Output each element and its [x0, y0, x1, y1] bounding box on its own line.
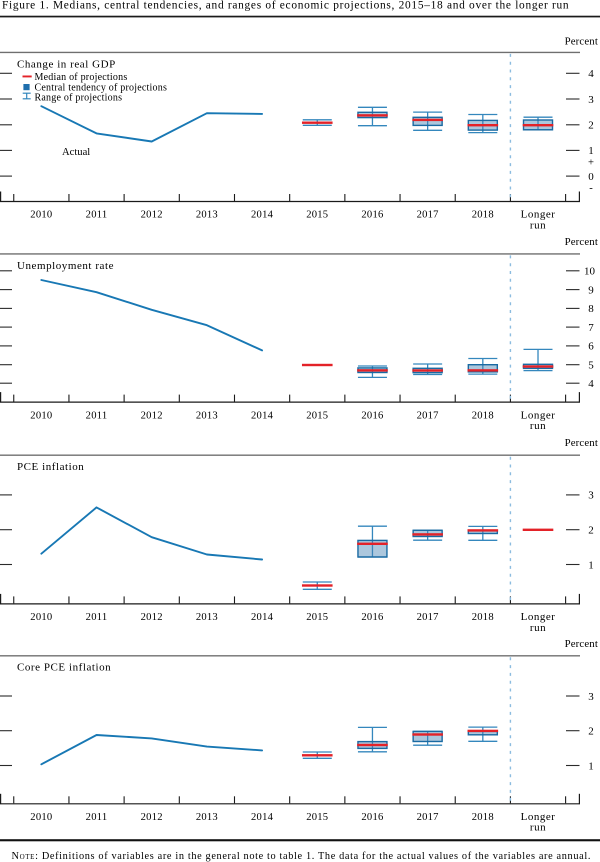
svg-text:2017: 2017 — [417, 812, 439, 823]
svg-text:Note: Definitions of variables: Note: Definitions of variables are in th… — [12, 851, 592, 862]
svg-text:Unemployment rate: Unemployment rate — [17, 260, 114, 272]
svg-text:0: 0 — [588, 171, 594, 183]
svg-text:1: 1 — [588, 760, 594, 772]
svg-text:10: 10 — [584, 266, 596, 278]
svg-text:4: 4 — [588, 68, 594, 80]
svg-text:Median of projections: Median of projections — [35, 72, 128, 83]
svg-text:2010: 2010 — [30, 410, 52, 421]
svg-text:run: run — [530, 622, 546, 634]
svg-text:Longer: Longer — [521, 209, 556, 221]
svg-text:2013: 2013 — [196, 210, 218, 221]
svg-text:Percent: Percent — [565, 437, 598, 449]
svg-text:2: 2 — [588, 120, 594, 132]
svg-text:2015: 2015 — [306, 612, 328, 623]
svg-text:run: run — [530, 420, 546, 432]
svg-text:PCE inflation: PCE inflation — [17, 461, 84, 473]
svg-text:3: 3 — [588, 490, 594, 502]
svg-text:Range of projections: Range of projections — [35, 92, 123, 103]
svg-text:Central tendency of projection: Central tendency of projections — [35, 82, 168, 93]
svg-text:1: 1 — [588, 559, 594, 571]
svg-text:8: 8 — [588, 303, 594, 315]
svg-text:Percent: Percent — [565, 236, 598, 248]
svg-text:2: 2 — [588, 525, 594, 537]
svg-text:2014: 2014 — [251, 410, 274, 421]
svg-text:2018: 2018 — [472, 210, 494, 221]
svg-text:2012: 2012 — [141, 410, 163, 421]
svg-text:2012: 2012 — [141, 210, 163, 221]
svg-text:2018: 2018 — [472, 612, 494, 623]
svg-text:run: run — [530, 822, 546, 834]
svg-text:run: run — [530, 219, 546, 231]
svg-text:3: 3 — [588, 691, 594, 703]
svg-text:2011: 2011 — [86, 812, 108, 823]
svg-text:2015: 2015 — [306, 812, 328, 823]
svg-text:2018: 2018 — [472, 410, 494, 421]
svg-text:Longer: Longer — [521, 409, 556, 421]
svg-text:Core PCE inflation: Core PCE inflation — [17, 662, 111, 674]
svg-text:Longer: Longer — [521, 611, 556, 623]
svg-text:2017: 2017 — [417, 612, 439, 623]
svg-text:2016: 2016 — [361, 210, 383, 221]
svg-text:-: - — [589, 183, 593, 194]
svg-text:2015: 2015 — [306, 410, 328, 421]
svg-text:+: + — [588, 157, 594, 168]
svg-text:2016: 2016 — [361, 812, 383, 823]
svg-text:2011: 2011 — [86, 410, 108, 421]
svg-text:2014: 2014 — [251, 812, 274, 823]
svg-text:2012: 2012 — [141, 812, 163, 823]
svg-text:6: 6 — [588, 341, 594, 353]
svg-text:Percent: Percent — [565, 36, 598, 48]
svg-text:2013: 2013 — [196, 410, 218, 421]
svg-text:2016: 2016 — [361, 410, 383, 421]
svg-text:Figure 1. Medians, central ten: Figure 1. Medians, central tendencies, a… — [2, 0, 569, 12]
svg-text:2013: 2013 — [196, 812, 218, 823]
svg-text:2014: 2014 — [251, 612, 274, 623]
svg-text:2010: 2010 — [30, 210, 52, 221]
svg-text:Longer: Longer — [521, 811, 556, 823]
svg-text:2016: 2016 — [361, 612, 383, 623]
svg-text:Actual: Actual — [62, 147, 90, 158]
svg-text:7: 7 — [588, 322, 594, 334]
svg-text:2017: 2017 — [417, 210, 439, 221]
svg-text:3: 3 — [588, 94, 594, 106]
svg-text:2018: 2018 — [472, 812, 494, 823]
svg-text:2013: 2013 — [196, 612, 218, 623]
svg-text:2017: 2017 — [417, 410, 439, 421]
svg-text:2010: 2010 — [30, 612, 52, 623]
svg-text:Percent: Percent — [565, 638, 598, 650]
svg-text:4: 4 — [588, 378, 594, 390]
svg-text:Change in real GDP: Change in real GDP — [17, 58, 116, 70]
svg-text:2011: 2011 — [86, 210, 108, 221]
svg-text:2011: 2011 — [86, 612, 108, 623]
svg-text:5: 5 — [588, 360, 594, 372]
svg-text:1: 1 — [588, 145, 594, 157]
svg-text:2012: 2012 — [141, 612, 163, 623]
svg-text:2014: 2014 — [251, 210, 274, 221]
svg-text:9: 9 — [588, 284, 594, 296]
svg-text:2010: 2010 — [30, 812, 52, 823]
svg-text:2: 2 — [588, 726, 594, 738]
svg-text:2015: 2015 — [306, 210, 328, 221]
